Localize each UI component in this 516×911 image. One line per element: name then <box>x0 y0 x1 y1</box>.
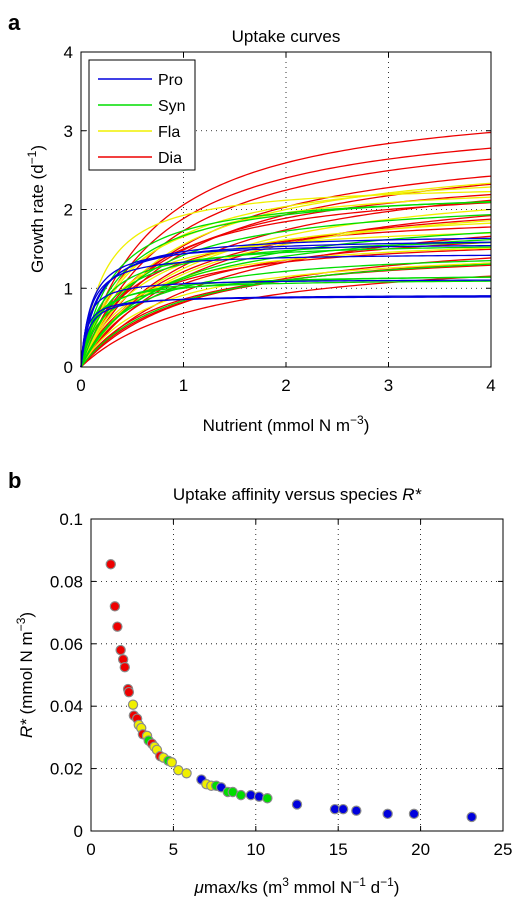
scatter-point-pro <box>253 791 265 802</box>
x-tick-label: 3 <box>384 376 393 395</box>
panel-a-legend: Pro Syn Fla Dia <box>88 59 196 171</box>
scatter-point-dia <box>115 644 126 656</box>
uptake-curve-pro <box>80 244 492 368</box>
scatter-point-syn <box>262 793 273 804</box>
x-tick-label: 0 <box>86 840 95 859</box>
legend-label-syn: Syn <box>158 98 186 115</box>
panel-b-axes-box <box>90 518 504 832</box>
legend-label-pro: Pro <box>158 72 183 89</box>
y-tick-label: 2 <box>64 201 73 220</box>
panel-a-curves <box>80 131 492 368</box>
y-tick-label: 3 <box>64 122 73 141</box>
x-tick-label: 5 <box>169 840 178 859</box>
y-tick-label: 4 <box>64 43 73 62</box>
y-tick-label: 0.04 <box>50 697 83 716</box>
x-tick-label: 20 <box>411 840 430 859</box>
scatter-point-pro <box>351 805 362 816</box>
x-tick-label: 4 <box>486 376 495 395</box>
scatter-point-dia <box>119 662 130 673</box>
y-tick-label: 1 <box>64 279 73 298</box>
panel-b-y-axis-label: R* (mmol N m−3) <box>14 612 36 738</box>
legend-label-dia: Dia <box>158 150 182 167</box>
panel-b: b Uptake affinity versus species R* 0 5 10… <box>8 468 512 897</box>
scatter-point-fla <box>166 757 177 768</box>
panel-b-title: Uptake affinity versus species R* <box>173 485 423 504</box>
uptake-curve-fla <box>80 262 492 368</box>
x-tick-label: 10 <box>246 840 265 859</box>
scatter-point-fla <box>181 768 192 779</box>
uptake-curve-dia <box>80 248 492 368</box>
legend-label-fla: Fla <box>158 124 180 141</box>
y-tick-label: 0 <box>64 358 73 377</box>
scatter-point-pro <box>245 789 257 801</box>
scatter-point-pro <box>408 808 420 820</box>
y-tick-label: 0.1 <box>59 510 83 529</box>
y-tick-label: 0 <box>74 822 83 841</box>
scatter-point-pro <box>466 811 477 823</box>
uptake-curve-dia <box>80 214 492 368</box>
x-tick-label: 0 <box>76 376 85 395</box>
uptake-curve-syn <box>80 263 492 368</box>
panel-b-ticks <box>90 518 504 832</box>
panel-b-plot-area <box>91 519 503 831</box>
x-tick-label: 1 <box>179 376 188 395</box>
panel-b-y-tick-labels: 0 0.02 0.04 0.06 0.08 0.1 <box>50 510 83 841</box>
panel-a-y-tick-labels: 0 1 2 3 4 <box>64 43 73 377</box>
y-tick-label: 0.02 <box>50 760 83 779</box>
scatter-point-dia <box>112 621 123 632</box>
uptake-curve-pro <box>80 279 492 368</box>
panel-b-letter: b <box>8 468 21 493</box>
panel-b-x-axis-label: μmax/ks (m3 mmol N−1 d−1) <box>194 875 400 897</box>
y-tick-label: 0.08 <box>50 572 83 591</box>
uptake-curve-pro <box>80 254 492 368</box>
panel-b-points <box>105 559 477 823</box>
panel-a-x-axis-label: Nutrient (mmol N m−3) <box>203 413 370 435</box>
panel-a-y-axis-label: Growth rate (d−1) <box>25 145 47 273</box>
panel-b-grid <box>91 519 503 831</box>
scatter-point-syn <box>235 789 247 801</box>
uptake-curve-pro <box>80 237 492 368</box>
uptake-curve-fla <box>80 182 492 368</box>
panel-a-x-tick-labels: 0 1 2 3 4 <box>76 376 495 395</box>
uptake-curve-syn <box>80 214 492 368</box>
panel-a-letter: a <box>8 10 21 35</box>
scatter-point-dia <box>123 686 135 698</box>
x-tick-label: 25 <box>494 840 513 859</box>
uptake-curve-pro <box>80 295 492 368</box>
uptake-curve-dia <box>80 275 492 368</box>
scatter-point-dia <box>105 559 116 570</box>
scatter-point-pro <box>291 799 303 810</box>
uptake-curve-syn <box>80 200 492 368</box>
panel-a-title: Uptake curves <box>232 27 341 46</box>
scatter-point-pro <box>337 803 349 815</box>
scatter-point-dia <box>109 601 121 612</box>
uptake-curve-dia <box>80 158 492 368</box>
y-tick-label: 0.06 <box>50 635 83 654</box>
x-tick-label: 2 <box>281 376 290 395</box>
panel-b-x-tick-labels: 0 5 10 15 20 25 <box>86 840 512 859</box>
scatter-point-fla <box>127 699 139 710</box>
panel-a-ticks <box>80 51 492 368</box>
uptake-curve-dia <box>80 202 492 368</box>
x-tick-label: 15 <box>329 840 348 859</box>
scatter-point-pro <box>382 808 393 820</box>
uptake-curve-pro <box>80 241 492 368</box>
panel-a: a Uptake curves 0 1 2 3 4 0 1 2 3 4 Pro Syn Fla … <box>8 10 496 435</box>
